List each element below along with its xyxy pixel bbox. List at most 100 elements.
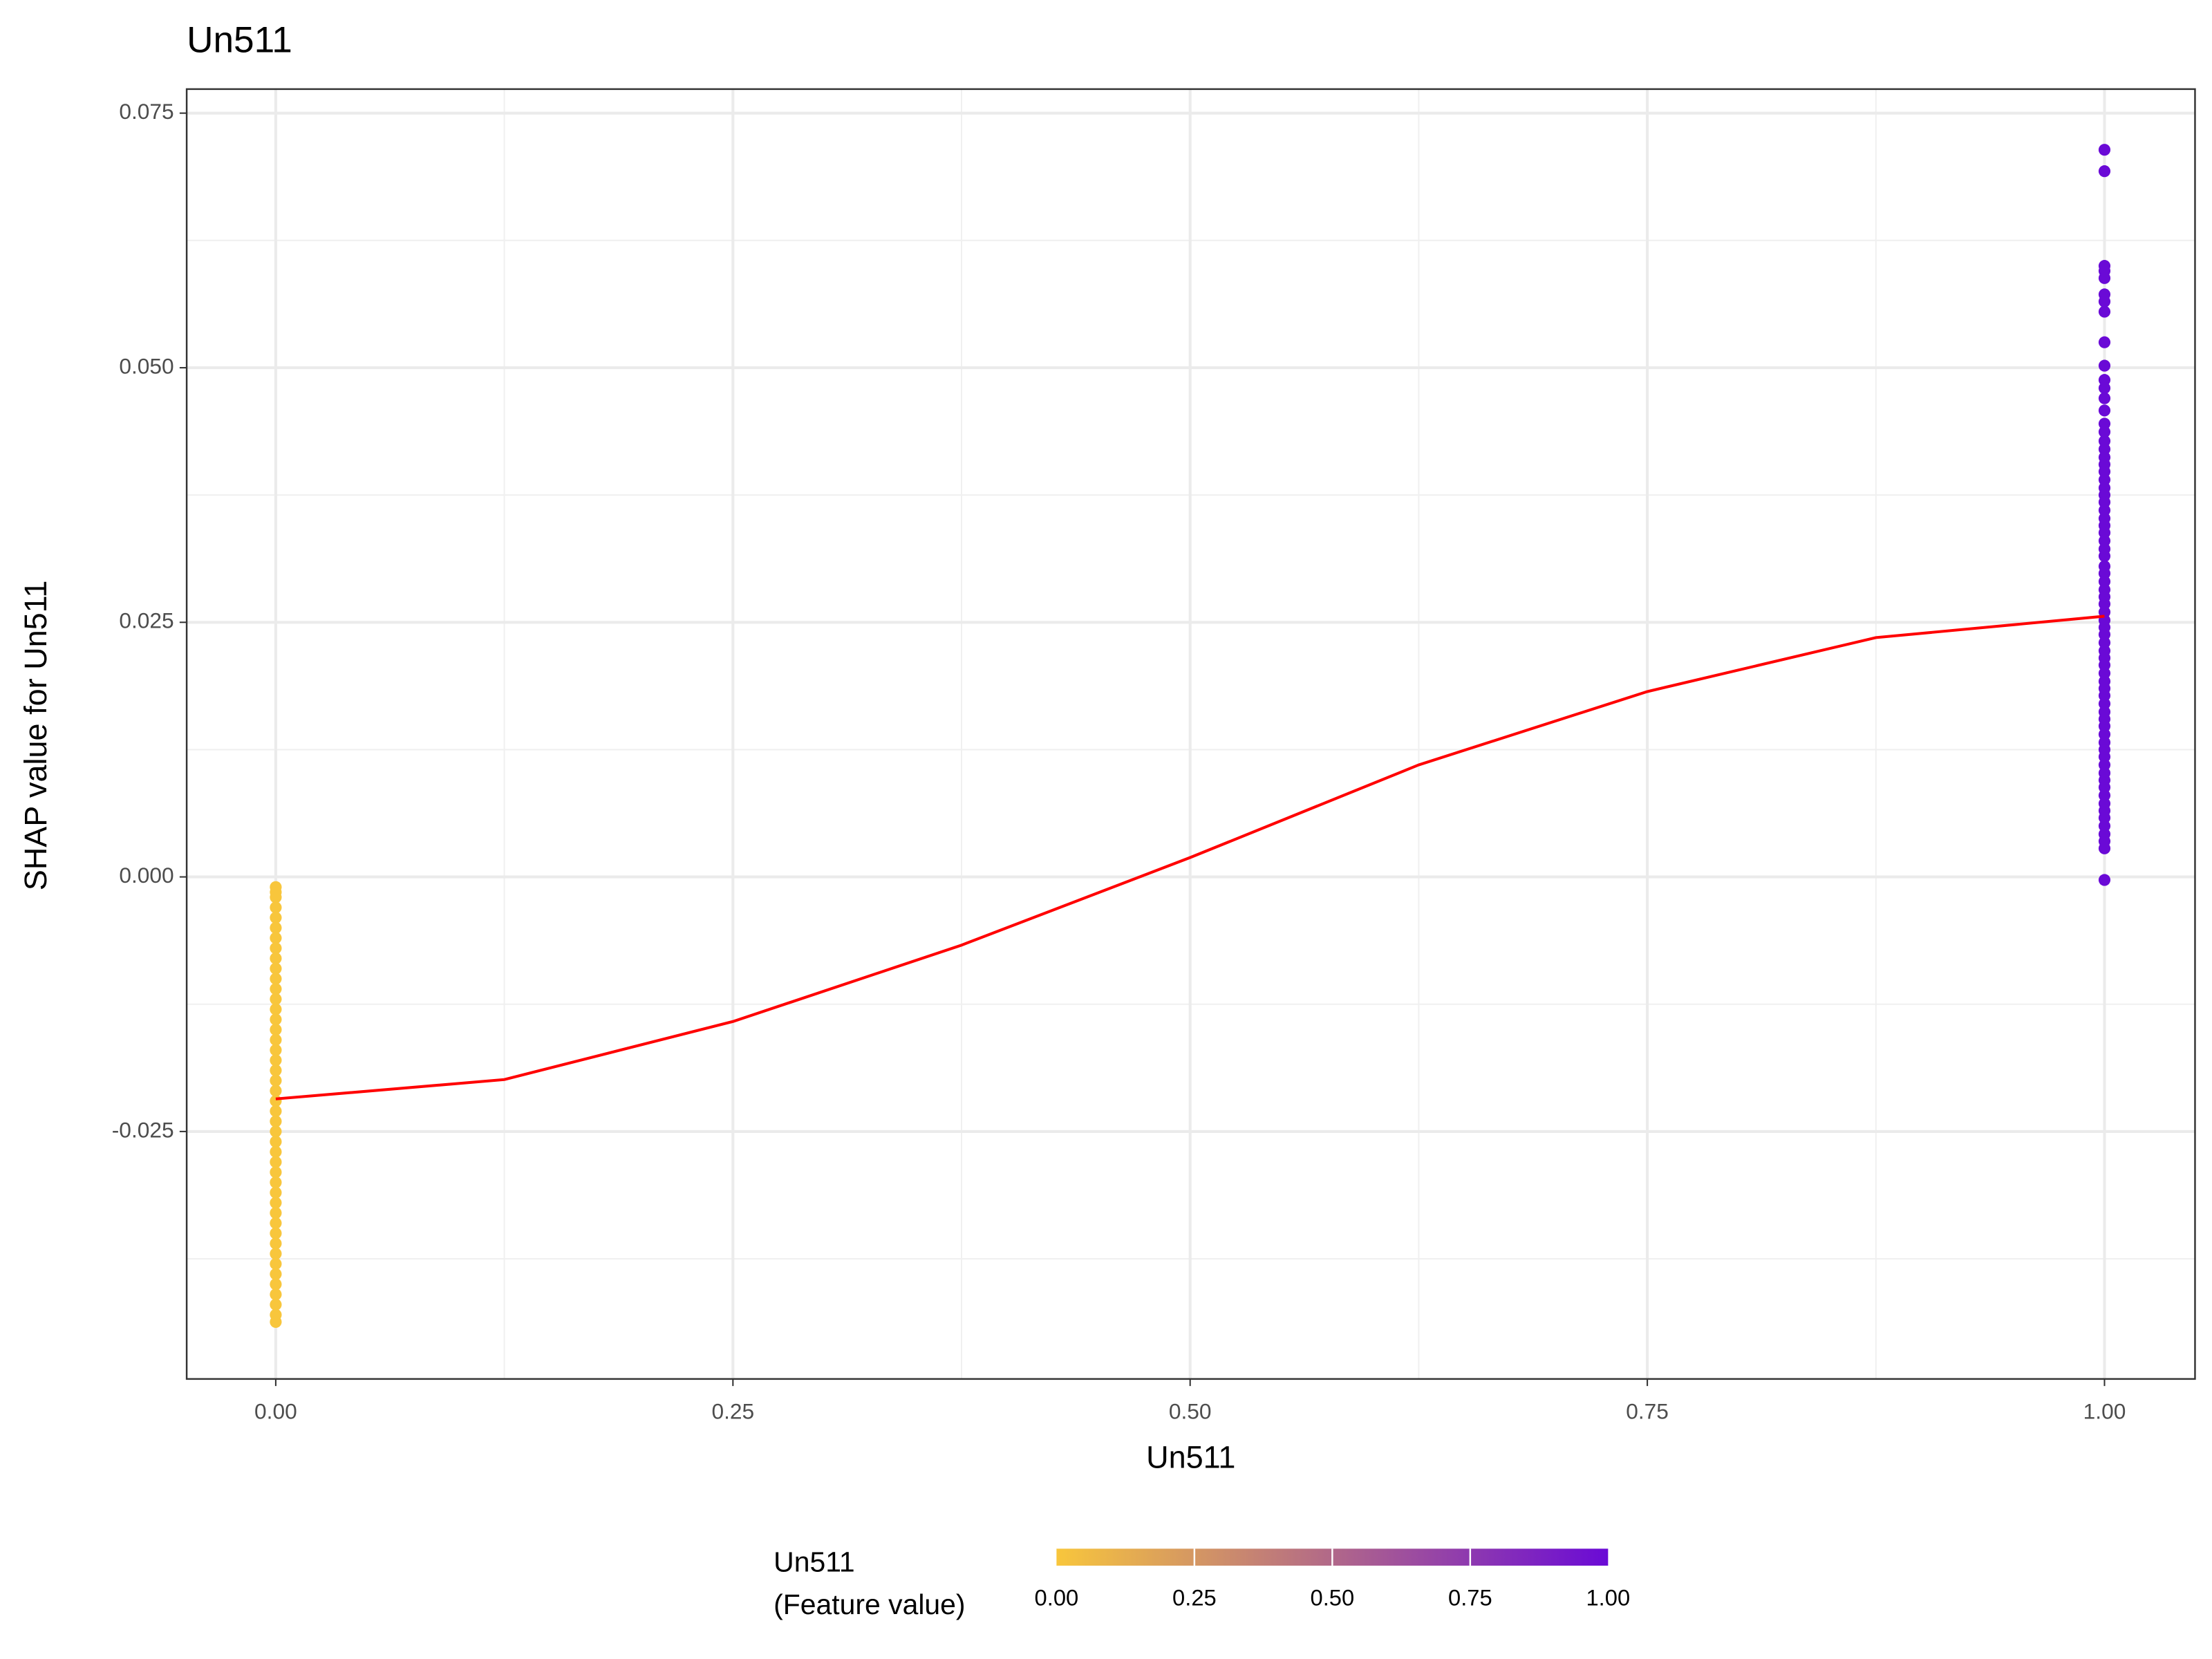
point — [270, 1237, 282, 1250]
point — [2098, 758, 2111, 771]
point — [2098, 496, 2111, 509]
point — [270, 932, 282, 944]
point — [2098, 465, 2111, 478]
point — [270, 993, 282, 1005]
x-tick-label: 1.00 — [2083, 1398, 2126, 1423]
point — [270, 1023, 282, 1036]
point — [270, 1095, 282, 1107]
point — [2098, 418, 2111, 430]
point — [270, 891, 282, 903]
point — [270, 1105, 282, 1118]
point — [2098, 820, 2111, 832]
point — [2098, 550, 2111, 563]
point — [2098, 534, 2111, 547]
colorbar-tick-label: 0.25 — [1172, 1585, 1217, 1611]
point — [270, 1197, 282, 1209]
point — [270, 942, 282, 955]
point — [2098, 751, 2111, 763]
point — [2098, 144, 2111, 156]
point — [270, 1288, 282, 1301]
point — [270, 1033, 282, 1046]
point — [270, 1176, 282, 1189]
point — [2098, 504, 2111, 516]
point — [270, 1054, 282, 1067]
point — [270, 1044, 282, 1056]
point — [270, 1136, 282, 1148]
point — [270, 1166, 282, 1179]
point — [270, 1217, 282, 1230]
point — [2098, 567, 2111, 580]
point — [270, 1003, 282, 1015]
colorbar-tick-label: 1.00 — [1586, 1585, 1630, 1611]
point — [270, 1085, 282, 1097]
point — [270, 1013, 282, 1026]
point — [2098, 637, 2111, 649]
point — [270, 1186, 282, 1199]
point — [270, 1074, 282, 1087]
point — [2098, 336, 2111, 348]
chart-title: Un511 — [187, 19, 292, 60]
point — [270, 1278, 282, 1291]
point — [270, 921, 282, 934]
colorbar-tick-label: 0.50 — [1311, 1585, 1355, 1611]
point — [2098, 359, 2111, 372]
point — [2098, 659, 2111, 671]
point — [270, 1156, 282, 1168]
plot-border — [185, 88, 2196, 1380]
point — [270, 983, 282, 995]
colorbar-title: (Feature value) — [774, 1588, 965, 1620]
x-tick-label: 0.75 — [1626, 1398, 1669, 1423]
point — [270, 911, 282, 924]
point — [2098, 812, 2111, 824]
point — [270, 962, 282, 975]
point — [2098, 720, 2111, 733]
point — [2098, 443, 2111, 456]
point — [2098, 667, 2111, 679]
point — [2098, 697, 2111, 710]
point — [2098, 689, 2111, 702]
point — [2098, 374, 2111, 386]
y-tick-label: -0.025 — [112, 1117, 174, 1142]
y-tick-label: 0.025 — [119, 608, 174, 633]
point — [2098, 382, 2111, 395]
colorbar-tick-label: 0.75 — [1448, 1585, 1492, 1611]
point — [2098, 527, 2111, 539]
point — [2098, 165, 2111, 178]
point — [2098, 789, 2111, 802]
trend-line — [275, 615, 2105, 1100]
point — [2098, 575, 2111, 588]
point — [2098, 272, 2111, 284]
point — [270, 1207, 282, 1219]
point — [2098, 435, 2111, 447]
point — [270, 1064, 282, 1077]
x-tick-label: 0.25 — [711, 1398, 754, 1423]
y-tick-label: 0.050 — [119, 353, 174, 378]
point — [270, 1315, 282, 1328]
point — [2098, 306, 2111, 318]
colorbar-tick-label: 0.00 — [1035, 1585, 1079, 1611]
x-tick-label: 0.00 — [254, 1398, 297, 1423]
x-axis-title: Un511 — [1146, 1439, 1235, 1474]
point — [2098, 598, 2111, 610]
point — [270, 1298, 282, 1311]
x-tick-label: 0.50 — [1169, 1398, 1212, 1423]
point — [270, 1125, 282, 1138]
point — [270, 952, 282, 965]
point — [270, 901, 282, 914]
point — [2098, 728, 2111, 740]
point — [2098, 404, 2111, 417]
point — [2098, 781, 2111, 794]
point — [2098, 874, 2111, 886]
point — [270, 1257, 282, 1271]
point — [2098, 474, 2111, 486]
point — [270, 1227, 282, 1239]
point — [270, 973, 282, 985]
colorbar-title: Un511 — [774, 1546, 855, 1578]
y-axis-title: SHAP value for Un511 — [18, 581, 53, 891]
point — [2098, 842, 2111, 854]
point — [270, 1268, 282, 1280]
point — [2098, 426, 2111, 438]
y-tick-label: 0.000 — [119, 863, 174, 888]
y-tick-label: 0.075 — [119, 99, 174, 124]
